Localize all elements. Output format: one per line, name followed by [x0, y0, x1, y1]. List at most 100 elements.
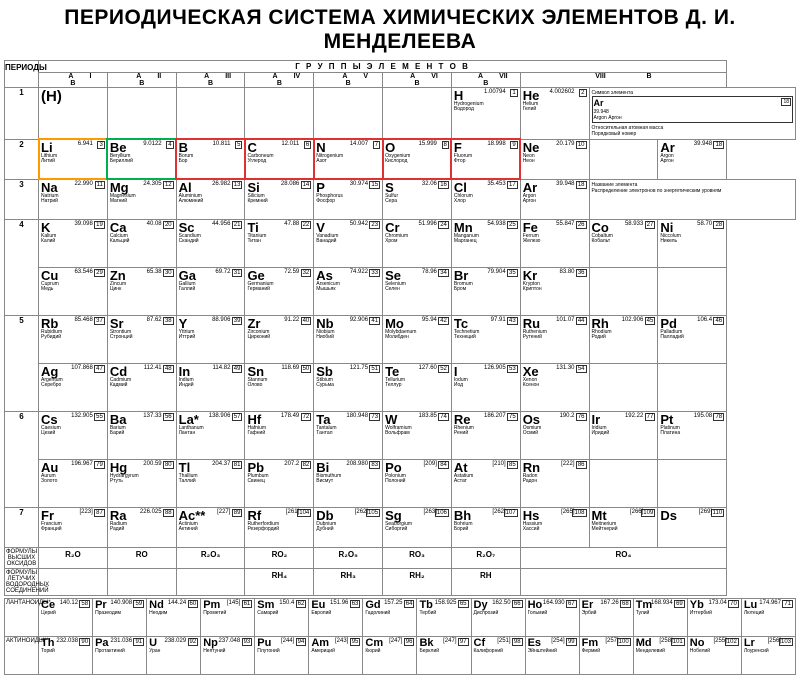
hydride-5: RH₂	[383, 568, 452, 595]
element-Gd: 64157.25GdГадолиний	[363, 598, 417, 636]
element-Se: Se3478.96SeleniumСелен	[383, 267, 452, 315]
element-Cs: Cs55132.905CaesiumЦезий	[39, 411, 108, 459]
element-Fr: Fr87[223]FranciumФранций	[39, 507, 108, 547]
element-Al: Al1326.982AluminiumАлюминий	[176, 179, 245, 219]
group-col-II: А II В	[107, 73, 176, 88]
element-Po: Po84[209]PoloniumПолоний	[383, 459, 452, 507]
element-Te: Te52127.60TelluriumТеллур	[383, 363, 452, 411]
hydride-0	[39, 568, 108, 595]
periodic-table: ПЕРИОДЫ Г Р У П П Ы Э Л Е М Е Н Т О В А …	[4, 60, 796, 596]
element-Eu: 63151.96EuЕвропий	[309, 598, 363, 636]
element-Fm: 100[257]FmФермий	[579, 636, 633, 674]
actinides-label: АКТИНОИДЫ**	[5, 636, 39, 674]
oxide-4: R₂O₅	[314, 547, 383, 568]
element-Hg: Hg80200.59HydrargyrumРтуть	[107, 459, 176, 507]
hydride-7	[520, 568, 726, 595]
element-Cm: 96[247]CmКюрий	[363, 636, 417, 674]
element-U: 92238.029UУран	[147, 636, 201, 674]
hydride-4: RH₃	[314, 568, 383, 595]
element-Am: 95[243]AmАмериций	[309, 636, 363, 674]
element-Na: Na1122.990NatriumНатрий	[39, 179, 108, 219]
oxide-2: R₂O₃	[176, 547, 245, 568]
hydride-6: RH	[451, 568, 520, 595]
element-Sr: Sr3887.62StrontiumСтронций	[107, 315, 176, 363]
element-Bi: Bi83208.980BismuthumВисмут	[314, 459, 383, 507]
element-V: V2350.942VanadiumВанадий	[314, 219, 383, 267]
legend-box: Название элементаРаспределение электроно…	[589, 179, 796, 219]
element-Co: Co2758.933CobaltumКобальт	[589, 219, 658, 267]
element-Ar: Ar1839.948ArgonАргон	[658, 139, 727, 179]
element-Cu: Cu2963.546CuprumМедь	[39, 267, 108, 315]
element-Fe: Fe2655.847FerrumЖелезо	[520, 219, 589, 267]
element-Si: Si1428.086SiliciumКремний	[245, 179, 314, 219]
group-col-VI: А VI В	[383, 73, 452, 88]
groups-header: Г Р У П П Ы Э Л Е М Е Н Т О В	[39, 61, 727, 73]
element-Sc: Sc2144.956ScandiumСкандий	[176, 219, 245, 267]
element-Es: 99[254]EsЭйнштейний	[525, 636, 579, 674]
oxide-6: R₂O₇	[451, 547, 520, 568]
element-Br: Br3579.904BromumБром	[451, 267, 520, 315]
period-2: 2	[5, 139, 39, 179]
element-Tl: Tl81204.37ThalliumТаллий	[176, 459, 245, 507]
element-Ce: 58140.12CeЦерий	[39, 598, 93, 636]
element-Sg: Sg106[263]SeaborgiumСиборгий	[383, 507, 452, 547]
element-Ac: Ac**89[227]ActiniumАктиний	[176, 507, 245, 547]
element-Pr: 59140.908PrПразеодим	[93, 598, 147, 636]
element-Nd: 60144.24NdНеодим	[147, 598, 201, 636]
element-In: In49114.82IndiumИндий	[176, 363, 245, 411]
element-Cl: Cl1735.453ChlorumХлор	[451, 179, 520, 219]
element-Pa: 91231.036PaПротактиний	[93, 636, 147, 674]
element-F: F918.998FluorumФтор	[451, 139, 520, 179]
element-Sm: 62150.4SmСамарий	[255, 598, 309, 636]
element-Bk: 97[247]BkБерклий	[417, 636, 471, 674]
period-3: 3	[5, 179, 39, 219]
oxide-1: RO	[107, 547, 176, 568]
oxide-5: RO₃	[383, 547, 452, 568]
element-H: H11.00794HydrogeniumВодород	[451, 88, 520, 140]
group-col-V: А V В	[314, 73, 383, 88]
period-1: 1	[5, 88, 39, 140]
element-Ne: Ne1020.179NeonНеон	[520, 139, 589, 179]
element-Mg: Mg1224.305MagnesiumМагний	[107, 179, 176, 219]
element-At: At85[210]AstatiumАстат	[451, 459, 520, 507]
element-I: I53126.905IodumИод	[451, 363, 520, 411]
element-Dy: 66162.50DyДиспрозий	[471, 598, 525, 636]
element-Pd: Pd46106.4PalladiumПалладий	[658, 315, 727, 363]
element-Be: Be49.0122BerylliumБериллий	[107, 139, 176, 179]
element-O: O815.999OxygeniumКислород	[383, 139, 452, 179]
element-Li: Li36.941LithiumЛитий	[39, 139, 108, 179]
group-col-IV: А IV В	[245, 73, 314, 88]
element-Mt: Mt109[266]MeitneriumМейтнерий	[589, 507, 658, 547]
periods-header: ПЕРИОДЫ	[5, 61, 39, 88]
period-7: 7	[5, 507, 39, 547]
oxide-label: ФОРМУЛЫ ВЫСШИХ ОКСИДОВ	[5, 547, 39, 568]
group-col-I: А I В	[39, 73, 108, 88]
element-Cf: 98[251]CfКалифорний	[471, 636, 525, 674]
element-Ge: Ge3272.59GermaniumГерманий	[245, 267, 314, 315]
group-col-III: А III В	[176, 73, 245, 88]
element-Ho: 67164.930HoГольмий	[525, 598, 579, 636]
element-Ra: Ra88226.025RadiumРадий	[107, 507, 176, 547]
element-C: C612.011CarboneumУглерод	[245, 139, 314, 179]
element-Nb: Nb4192.906NiobiumНиобий	[314, 315, 383, 363]
element-S: S1632.06SulfurСера	[383, 179, 452, 219]
element-Cr: Cr2451.996ChromiumХром	[383, 219, 452, 267]
element-Hf: Hf72178.49HafniumГафний	[245, 411, 314, 459]
element-Tc: Tc4397.91TechnetiumТехнеций	[451, 315, 520, 363]
element-Cd: Cd48112.41CadmiumКадмий	[107, 363, 176, 411]
element-Mn: Mn2554.938ManganumМарганец	[451, 219, 520, 267]
element-Ds: Ds110[269]	[658, 507, 727, 547]
element-Os: Os76190.2OsmiumОсмий	[520, 411, 589, 459]
element-Bh: Bh107[262]BohriumБорий	[451, 507, 520, 547]
element-Zn: Zn3065.38ZincumЦинк	[107, 267, 176, 315]
element-Y: Y3988.906YttriumИттрий	[176, 315, 245, 363]
element-He: He24.002602HeliumГелий	[520, 88, 589, 140]
element-As: As3374.922ArsenicumМышьяк	[314, 267, 383, 315]
element-Yb: 70173.04YbИттербий	[687, 598, 741, 636]
element-Ir: Ir77192.22IridiumИридий	[589, 411, 658, 459]
element-Sb: Sb51121.75StibiumСурьма	[314, 363, 383, 411]
element-K: K1939.098KaliumКалий	[39, 219, 108, 267]
element-Ti: Ti2247.88TitaniumТитан	[245, 219, 314, 267]
element-Md: 101[258]MdМенделевий	[633, 636, 687, 674]
element-Pt: Pt78195.08PlatinumПлатина	[658, 411, 727, 459]
